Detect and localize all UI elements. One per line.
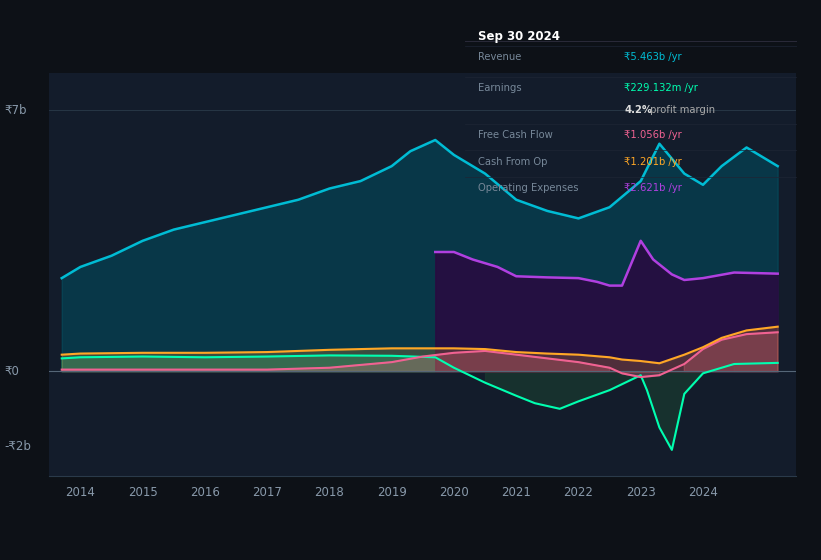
Text: Revenue: Revenue xyxy=(478,52,521,62)
Text: ₹1.201b /yr: ₹1.201b /yr xyxy=(624,157,682,166)
Text: -₹2b: -₹2b xyxy=(4,440,31,452)
Text: profit margin: profit margin xyxy=(647,105,715,115)
Text: ₹2.621b /yr: ₹2.621b /yr xyxy=(624,183,682,193)
Text: 4.2%: 4.2% xyxy=(624,105,653,115)
Text: Free Cash Flow: Free Cash Flow xyxy=(478,130,553,140)
Text: ₹0: ₹0 xyxy=(4,365,19,378)
Text: ₹5.463b /yr: ₹5.463b /yr xyxy=(624,52,682,62)
Text: Cash From Op: Cash From Op xyxy=(478,157,548,166)
Text: ₹229.132m /yr: ₹229.132m /yr xyxy=(624,83,698,93)
Text: Operating Expenses: Operating Expenses xyxy=(478,183,579,193)
Text: Earnings: Earnings xyxy=(478,83,521,93)
Text: ₹1.056b /yr: ₹1.056b /yr xyxy=(624,130,682,140)
Text: Sep 30 2024: Sep 30 2024 xyxy=(478,30,560,43)
Text: ₹7b: ₹7b xyxy=(4,104,26,116)
